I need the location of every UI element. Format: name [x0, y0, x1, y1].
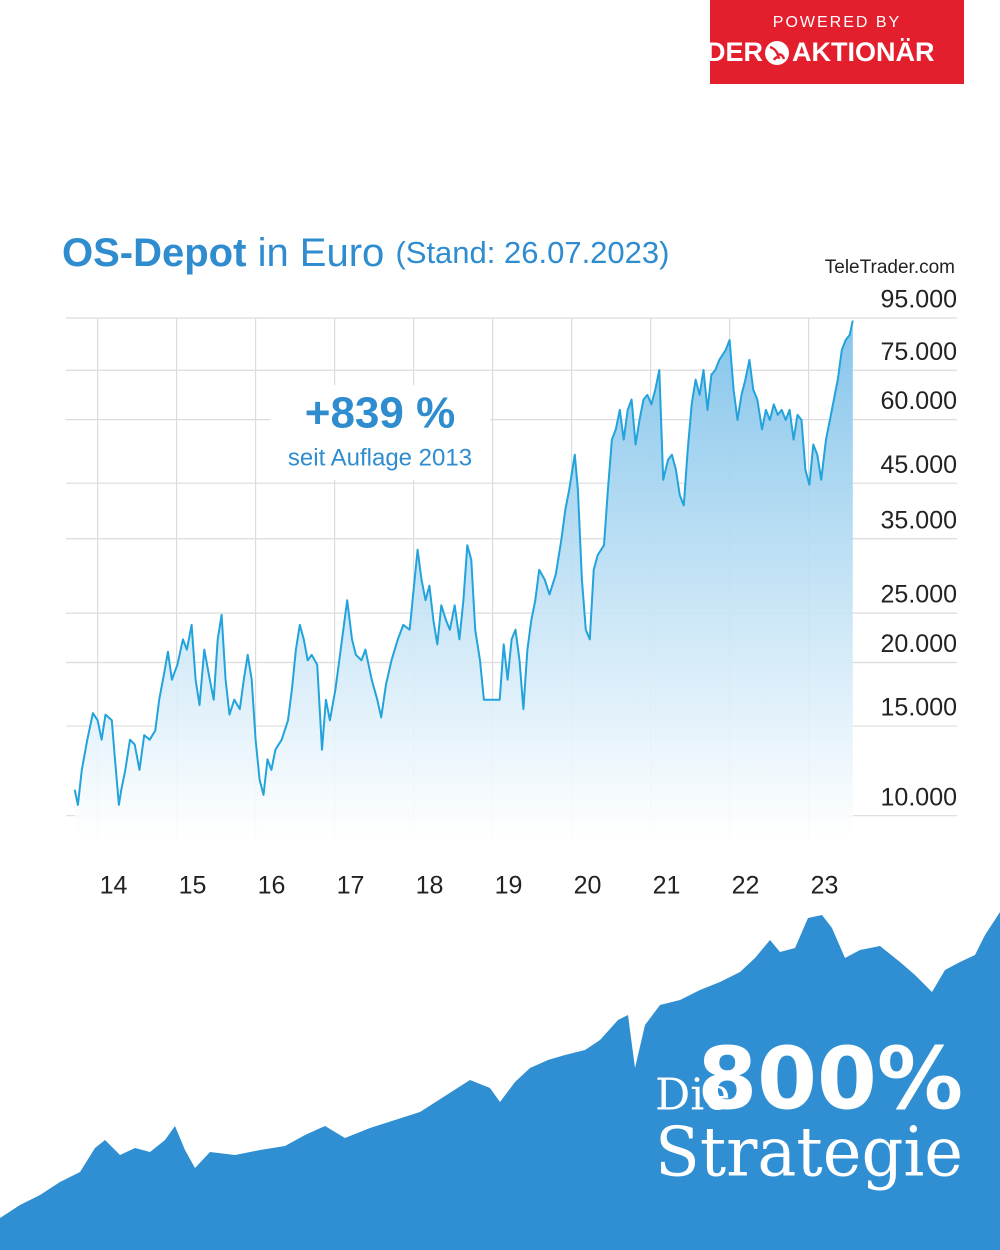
plot: 10.000 15.000 20.000 25.000 35.000 45.000 60.0…	[66, 286, 957, 900]
brand-box	[710, 0, 964, 84]
x-tick-label: 16	[258, 872, 286, 900]
y-tick-label: 60.000	[881, 387, 957, 415]
logo-right: AKTIONÄR	[792, 37, 935, 67]
x-tick-label: 20	[574, 872, 602, 900]
title-unit: in Euro	[258, 231, 385, 275]
y-tick-label: 25.000	[881, 581, 957, 609]
headline-number: 800%	[697, 1029, 963, 1129]
y-tick-label: 15.000	[881, 694, 957, 722]
y-tick-label: 95.000	[881, 286, 957, 314]
annotation-value: +839 %	[305, 389, 455, 438]
logo-left: DER	[706, 37, 763, 67]
headline-prefix: Die	[655, 1070, 730, 1121]
x-tick-label: 23	[811, 872, 839, 900]
x-tick-label: 19	[495, 872, 523, 900]
area-fill	[74, 320, 853, 840]
x-tick-label: 14	[100, 872, 128, 900]
x-tick-label: 15	[179, 872, 207, 900]
source: TeleTrader.com	[825, 257, 955, 278]
subtitle: (Stand: 26.07.2023)	[395, 235, 669, 270]
x-tick-label: 21	[653, 872, 681, 900]
headline-word: Strategie	[655, 1114, 963, 1193]
annotation-bg	[270, 385, 490, 480]
logo-globe	[765, 41, 789, 65]
powered-by: POWERED BY	[773, 14, 901, 31]
y-tick-label: 75.000	[881, 338, 957, 366]
x-tick-label: 18	[416, 872, 444, 900]
y-tick-label: 10.000	[881, 783, 957, 811]
y-tick-label: 45.000	[881, 451, 957, 479]
x-tick-label: 17	[337, 872, 365, 900]
annotation-text: seit Auflage 2013	[288, 444, 472, 471]
line	[73, 320, 854, 806]
y-tick-label: 35.000	[881, 506, 957, 534]
y-tick-label: 20.000	[881, 630, 957, 658]
decor-mountain	[0, 912, 1000, 1250]
title-main: OS-Depot	[62, 231, 246, 275]
x-tick-label: 22	[732, 872, 760, 900]
chart-title: OS-Depot in Euro (Stand: 26.07.2023)	[62, 231, 669, 275]
